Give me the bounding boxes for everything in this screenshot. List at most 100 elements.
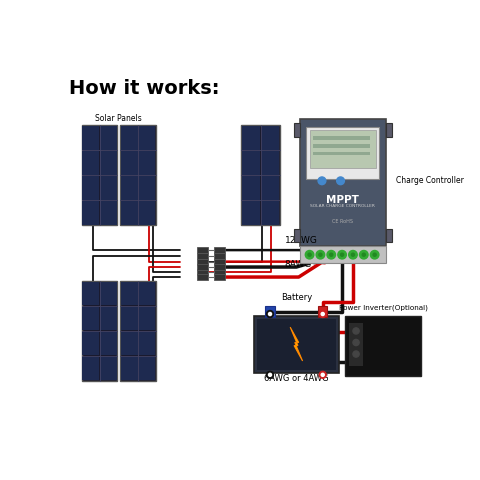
Bar xyxy=(242,176,260,200)
Bar xyxy=(310,130,376,168)
Bar xyxy=(139,332,156,355)
Polygon shape xyxy=(290,327,302,361)
Bar xyxy=(100,151,117,175)
Circle shape xyxy=(340,253,344,256)
Circle shape xyxy=(319,372,326,378)
Bar xyxy=(100,357,117,380)
Circle shape xyxy=(353,351,359,357)
Bar xyxy=(83,282,99,305)
Bar xyxy=(83,176,99,200)
Bar xyxy=(197,264,208,270)
Bar xyxy=(262,201,279,225)
Bar xyxy=(318,306,327,317)
Bar xyxy=(121,282,137,305)
Text: 12AWG: 12AWG xyxy=(285,236,318,245)
Bar xyxy=(197,259,208,265)
Text: How it works:: How it works: xyxy=(69,79,220,98)
Circle shape xyxy=(348,251,357,259)
Circle shape xyxy=(268,373,272,376)
Text: MPPT: MPPT xyxy=(326,195,360,204)
Bar xyxy=(300,119,385,246)
Circle shape xyxy=(305,251,314,259)
Bar xyxy=(385,228,392,242)
Bar xyxy=(345,315,421,376)
Circle shape xyxy=(318,177,326,185)
Text: 8AWG: 8AWG xyxy=(285,260,312,269)
Bar xyxy=(294,123,300,137)
Bar xyxy=(312,152,370,156)
Bar xyxy=(139,201,156,225)
Circle shape xyxy=(319,311,326,317)
Bar xyxy=(262,151,279,175)
Bar xyxy=(121,126,137,150)
Bar xyxy=(214,247,225,253)
Bar xyxy=(100,176,117,200)
Bar xyxy=(214,274,225,280)
Bar xyxy=(254,315,339,373)
Bar xyxy=(121,176,137,200)
Circle shape xyxy=(351,253,355,256)
Bar xyxy=(121,201,137,225)
Bar xyxy=(197,274,208,280)
Bar xyxy=(197,247,208,253)
Bar xyxy=(83,151,99,175)
Text: Battery: Battery xyxy=(281,293,312,302)
Circle shape xyxy=(353,339,359,346)
Circle shape xyxy=(362,253,365,256)
Circle shape xyxy=(316,251,324,259)
Bar xyxy=(294,228,300,242)
Bar xyxy=(121,151,137,175)
Bar xyxy=(214,264,225,270)
Circle shape xyxy=(327,251,336,259)
Bar xyxy=(121,332,137,355)
Bar xyxy=(265,306,275,317)
Bar xyxy=(214,269,225,275)
Bar xyxy=(312,136,370,140)
Circle shape xyxy=(319,253,322,256)
Bar xyxy=(139,357,156,380)
Text: Charge Controller: Charge Controller xyxy=(396,176,464,185)
Bar xyxy=(83,332,99,355)
Bar xyxy=(385,123,392,137)
Circle shape xyxy=(338,251,347,259)
Bar xyxy=(82,281,117,381)
Circle shape xyxy=(373,253,376,256)
Bar xyxy=(214,253,225,259)
Bar xyxy=(262,126,279,150)
Bar xyxy=(83,126,99,150)
Bar xyxy=(139,126,156,150)
Bar xyxy=(257,319,336,370)
Bar xyxy=(100,126,117,150)
Bar xyxy=(100,307,117,330)
Circle shape xyxy=(308,253,311,256)
Bar xyxy=(121,357,137,380)
Circle shape xyxy=(353,328,359,334)
Bar xyxy=(100,332,117,355)
Circle shape xyxy=(321,312,324,315)
Bar xyxy=(214,259,225,265)
Text: Solar Panels: Solar Panels xyxy=(95,114,142,123)
Text: CE RoHS: CE RoHS xyxy=(332,219,353,224)
Bar xyxy=(83,201,99,225)
Bar xyxy=(312,144,370,148)
Bar xyxy=(139,282,156,305)
Bar xyxy=(100,282,117,305)
Circle shape xyxy=(371,251,379,259)
Bar xyxy=(139,151,156,175)
Circle shape xyxy=(336,177,345,185)
Circle shape xyxy=(360,251,368,259)
Bar xyxy=(197,253,208,259)
Bar xyxy=(82,125,117,226)
Bar xyxy=(242,151,260,175)
Bar xyxy=(262,176,279,200)
Bar xyxy=(242,201,260,225)
Text: 6AWG or 4AWG: 6AWG or 4AWG xyxy=(264,374,329,383)
Bar xyxy=(139,176,156,200)
Bar xyxy=(241,125,280,226)
Bar xyxy=(121,307,137,330)
Circle shape xyxy=(266,372,274,378)
Bar xyxy=(120,125,156,226)
Bar xyxy=(300,246,385,263)
Bar xyxy=(306,127,379,179)
Bar xyxy=(197,269,208,275)
